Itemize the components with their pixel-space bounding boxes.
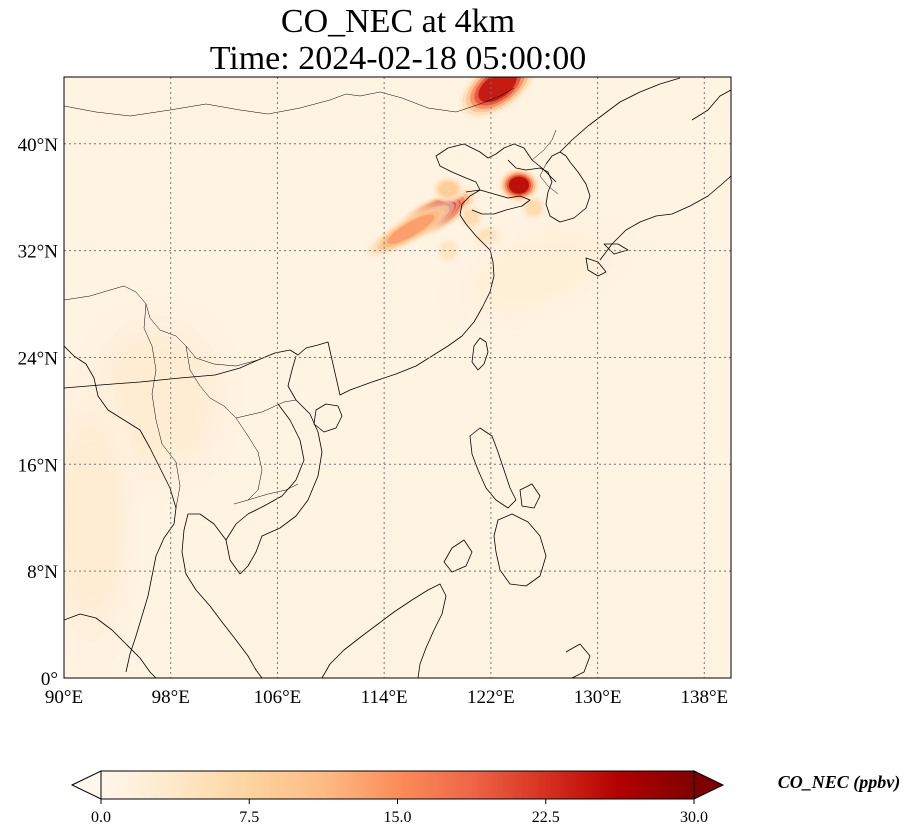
longitude-tick-label: 122°E — [467, 687, 515, 708]
co-plume-layer — [489, 241, 586, 301]
sumatra-coastline — [64, 613, 157, 678]
latitude-tick-label: 40°N — [18, 135, 59, 156]
co-plume — [362, 199, 460, 260]
colorbar-tick-label: 22.5 — [532, 809, 560, 826]
palawan-coastline — [443, 539, 473, 573]
china-coastline — [64, 143, 557, 396]
latitude-tick-labels: 0° 8°N 16°N 24°N 32°N 40°N — [18, 135, 59, 690]
map-title-line-1: CO_NEC at 4km — [280, 3, 516, 40]
bay-of-bengal-coastline — [64, 345, 177, 673]
mindanao-coastline — [493, 513, 547, 587]
co-plume-layer — [441, 243, 455, 258]
longitude-tick-label: 106°E — [254, 687, 302, 708]
co-plume — [430, 175, 466, 204]
latitude-tick-label: 24°N — [18, 348, 59, 369]
colorbar-tick-label: 0.0 — [91, 809, 111, 826]
colorbar: 0.0 7.5 15.0 22.5 30.0 CO_NEC (ppbv) — [70, 770, 901, 826]
borneo-coastline — [321, 583, 447, 678]
hainan-coastline — [313, 403, 343, 433]
colorbar-gradient — [100, 770, 695, 800]
colorbar-label: CO_NEC (ppbv) — [778, 772, 901, 793]
colorbar-max-extend — [693, 770, 725, 800]
longitude-tick-label: 98°E — [152, 687, 190, 708]
longitude-tick-labels: 90°E 98°E 106°E 114°E 122°E 130°E 138°E — [45, 687, 728, 708]
co-plume — [438, 210, 638, 332]
co-plume — [498, 167, 540, 203]
co-plume — [64, 361, 143, 674]
border-china-south — [64, 285, 259, 367]
border-laos-vietnam-north — [235, 399, 297, 419]
co-plume-layer — [526, 201, 541, 215]
border-myanmar-thailand — [143, 303, 181, 509]
longitude-tick-label: 90°E — [45, 687, 83, 708]
japan-coastline-honshu — [599, 175, 731, 261]
co-plume-layer — [478, 77, 517, 103]
colorbar-tick-label: 15.0 — [384, 809, 412, 826]
longitude-tick-label: 138°E — [680, 687, 728, 708]
visayas-coastline — [519, 483, 541, 509]
co-plume-layer — [508, 176, 529, 194]
latitude-tick-label: 0° — [41, 669, 58, 690]
co-plume — [519, 193, 548, 222]
sulawesi-coastline — [565, 643, 591, 678]
shandong-coastline — [465, 189, 531, 215]
japan-coastline-kyushu — [585, 257, 607, 277]
map-gridlines — [64, 77, 731, 678]
colorbar-tick-label: 7.5 — [239, 809, 259, 826]
luzon-coastline — [469, 427, 517, 509]
japan-coastline-hokkaido — [691, 89, 731, 121]
border-laos-thailand — [185, 345, 263, 505]
longitude-tick-label: 114°E — [361, 687, 408, 708]
latitude-tick-label: 8°N — [27, 562, 58, 583]
gulf-of-thailand-coastline — [181, 513, 263, 678]
co-plume-layer — [464, 210, 478, 225]
map-frame — [63, 76, 732, 679]
co-plume — [456, 203, 485, 232]
vietnam-coastline — [225, 355, 323, 575]
co-concentration-field — [64, 77, 731, 678]
co-plume — [470, 223, 506, 252]
co-plume-layer — [479, 230, 497, 245]
border-north-korea — [539, 163, 559, 195]
co-plume-layer — [115, 346, 200, 449]
korea-coastline — [507, 151, 591, 223]
co-plume — [458, 77, 538, 119]
longitude-tick-label: 130°E — [574, 687, 622, 708]
co-plume-layer — [65, 441, 116, 594]
latitude-tick-label: 16°N — [18, 455, 59, 476]
co-plume-layer — [439, 182, 457, 196]
country-borders — [64, 87, 559, 509]
taiwan-coastline — [471, 337, 489, 371]
map-title-line-2: Time: 2024-02-18 05:00:00 — [209, 40, 587, 77]
co-plume-layer — [387, 214, 435, 244]
border-china-russia-east — [531, 129, 557, 161]
border-china-mongolia — [64, 87, 515, 117]
colorbar-min-extend — [70, 770, 102, 800]
colorbar-tick-labels: 0.0 7.5 15.0 22.5 30.0 — [91, 799, 708, 826]
colorbar-tick-label: 30.0 — [680, 809, 708, 826]
primorye-coastline — [559, 77, 681, 153]
co-plume — [434, 236, 463, 265]
latitude-tick-label: 32°N — [18, 242, 59, 263]
